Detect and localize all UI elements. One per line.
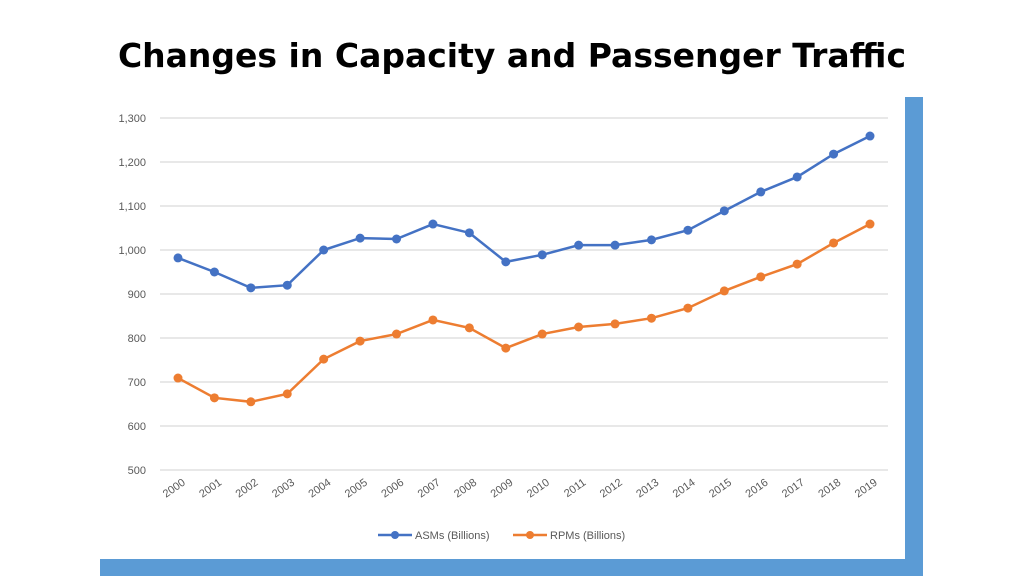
data-point <box>173 253 183 263</box>
y-tick-label: 1,200 <box>118 157 146 169</box>
y-tick-label: 600 <box>128 421 146 433</box>
data-point <box>464 228 474 238</box>
data-point <box>610 319 620 329</box>
data-point <box>282 280 292 290</box>
data-point <box>829 149 839 159</box>
data-point <box>501 343 511 353</box>
data-point <box>246 283 256 293</box>
x-tick-label: 2017 <box>780 477 807 501</box>
data-point <box>574 322 584 332</box>
data-point <box>209 393 219 403</box>
data-point <box>501 257 511 267</box>
x-tick-label: 2009 <box>489 477 516 501</box>
data-point <box>392 234 402 244</box>
data-point <box>792 172 802 182</box>
y-tick-label: 700 <box>128 377 146 389</box>
x-tick-label: 2001 <box>197 477 224 501</box>
data-point <box>428 219 438 229</box>
x-tick-label: 2012 <box>598 477 625 501</box>
data-point <box>719 206 729 216</box>
legend-label: ASMs (Billions) <box>415 530 490 542</box>
data-point <box>683 225 693 235</box>
data-point <box>683 303 693 313</box>
x-tick-label: 2003 <box>270 477 297 501</box>
x-tick-label: 2014 <box>671 477 698 501</box>
series-line-rpms <box>177 222 871 404</box>
y-tick-label: 1,300 <box>118 113 146 125</box>
y-tick-label: 500 <box>128 465 146 477</box>
y-tick-label: 1,000 <box>118 245 146 257</box>
data-point <box>428 315 438 325</box>
data-point <box>865 131 875 141</box>
x-tick-label: 2010 <box>525 477 552 501</box>
data-point <box>319 245 329 255</box>
data-point <box>646 313 656 323</box>
data-point <box>246 397 256 407</box>
data-point <box>792 259 802 269</box>
data-point <box>537 250 547 260</box>
data-point <box>574 240 584 250</box>
data-point <box>319 354 329 364</box>
x-tick-label: 2007 <box>416 477 443 501</box>
data-point <box>865 219 875 229</box>
chart-title: Changes in Capacity and Passenger Traffi… <box>117 36 907 75</box>
legend-marker <box>526 531 534 539</box>
legend-label: RPMs (Billions) <box>550 530 625 542</box>
data-point <box>464 323 474 333</box>
x-tick-label: 2016 <box>744 477 771 501</box>
x-tick-label: 2015 <box>707 477 734 501</box>
data-point <box>610 240 620 250</box>
y-tick-label: 900 <box>128 289 146 301</box>
x-tick-label: 2005 <box>343 477 370 501</box>
legend-marker <box>391 531 399 539</box>
x-tick-label: 2006 <box>379 477 406 501</box>
y-tick-label: 800 <box>128 333 146 345</box>
x-tick-label: 2000 <box>161 477 188 501</box>
data-point <box>829 238 839 248</box>
x-tick-label: 2004 <box>306 477 333 501</box>
data-point <box>646 235 656 245</box>
x-tick-label: 2011 <box>562 477 588 500</box>
x-tick-label: 2008 <box>452 477 479 501</box>
x-tick-label: 2019 <box>853 477 880 501</box>
data-point <box>173 373 183 383</box>
data-point <box>355 336 365 346</box>
data-point <box>719 286 729 296</box>
data-point <box>282 389 292 399</box>
data-point <box>756 272 766 282</box>
series-line-asms <box>177 134 871 290</box>
frame-bar-bottom <box>100 559 923 576</box>
data-point <box>355 233 365 243</box>
data-point <box>392 329 402 339</box>
data-point <box>209 267 219 277</box>
frame-bar-right <box>905 97 923 576</box>
x-tick-label: 2018 <box>816 477 843 501</box>
y-tick-label: 1,100 <box>118 201 146 213</box>
x-tick-label: 2002 <box>234 477 261 501</box>
data-point <box>756 187 766 197</box>
x-tick-label: 2013 <box>634 477 661 501</box>
data-point <box>537 329 547 339</box>
